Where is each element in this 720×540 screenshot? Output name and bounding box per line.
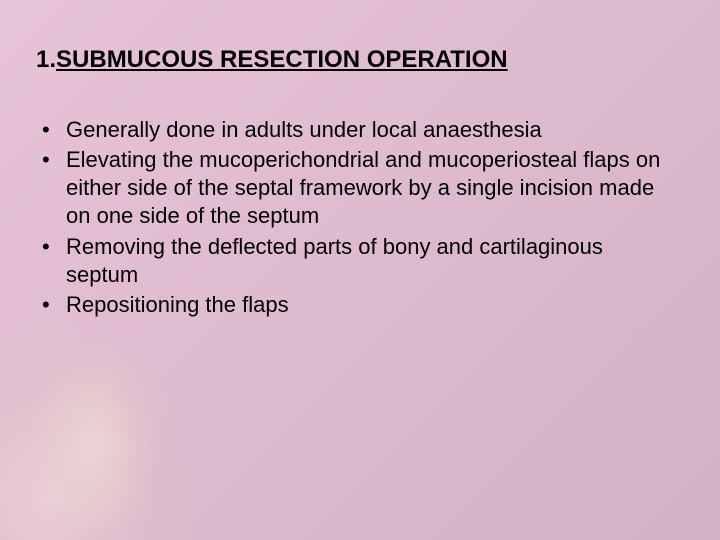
bullet-text: Generally done in adults under local ana…: [66, 117, 542, 142]
heading-number: 1.: [36, 46, 56, 73]
slide: 1.SUBMUCOUS RESECTION OPERATION Generall…: [0, 0, 720, 540]
list-item: Removing the deflected parts of bony and…: [36, 233, 676, 289]
background-nose-shape: [30, 310, 190, 530]
bullet-text: Removing the deflected parts of bony and…: [66, 234, 603, 287]
heading-text: SUBMUCOUS RESECTION OPERATION: [56, 46, 508, 73]
list-item: Repositioning the flaps: [36, 291, 676, 319]
bullet-text: Repositioning the flaps: [66, 292, 289, 317]
bullet-text: Elevating the mucoperichondrial and muco…: [66, 147, 660, 228]
slide-heading: 1.SUBMUCOUS RESECTION OPERATION: [36, 46, 508, 74]
list-item: Elevating the mucoperichondrial and muco…: [36, 146, 676, 230]
list-item: Generally done in adults under local ana…: [36, 116, 676, 144]
bullet-list: Generally done in adults under local ana…: [36, 116, 676, 321]
